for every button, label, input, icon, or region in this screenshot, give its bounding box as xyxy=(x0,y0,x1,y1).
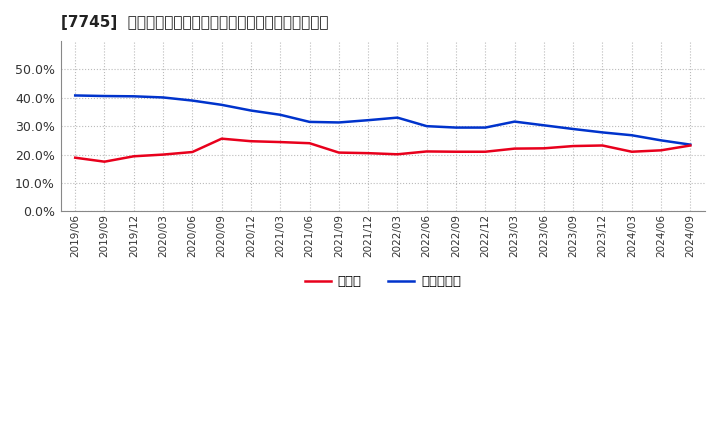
現領金 xyxy=(305,140,314,146)
現領金 xyxy=(71,155,79,160)
現領金 xyxy=(539,146,548,151)
有利子負債 xyxy=(335,120,343,125)
有利子負債 xyxy=(217,102,226,107)
現領金 xyxy=(335,150,343,155)
現領金 xyxy=(364,150,372,156)
有利子負債 xyxy=(598,130,607,135)
現領金 xyxy=(159,152,168,157)
有利子負債 xyxy=(159,95,168,100)
現領金 xyxy=(627,149,636,154)
現領金 xyxy=(276,139,284,145)
有利子負債 xyxy=(71,93,79,98)
現領金 xyxy=(451,149,460,154)
有利子負債 xyxy=(481,125,490,130)
Text: [7745]  現領金、有利子負債の総資産に対する比率の推移: [7745] 現領金、有利子負債の総資産に対する比率の推移 xyxy=(60,15,328,30)
有利子負債 xyxy=(627,132,636,138)
現領金 xyxy=(217,136,226,141)
現領金 xyxy=(423,149,431,154)
現領金 xyxy=(247,139,256,144)
有利子負債 xyxy=(451,125,460,130)
現領金 xyxy=(130,154,138,159)
有利子負債 xyxy=(686,142,695,147)
Legend: 現領金, 有利子負債: 現領金, 有利子負債 xyxy=(300,270,467,293)
Line: 有利子負債: 有利子負債 xyxy=(75,95,690,145)
現領金 xyxy=(657,148,665,153)
現領金 xyxy=(598,143,607,148)
有利子負債 xyxy=(188,98,197,103)
有利子負債 xyxy=(130,94,138,99)
現領金 xyxy=(510,146,519,151)
有利子負債 xyxy=(539,123,548,128)
有利子負債 xyxy=(276,112,284,117)
現領金 xyxy=(481,149,490,154)
有利子負債 xyxy=(510,119,519,124)
有利子負債 xyxy=(423,124,431,129)
有利子負債 xyxy=(569,126,577,132)
現領金 xyxy=(393,152,402,157)
現領金 xyxy=(569,143,577,149)
現領金 xyxy=(100,159,109,164)
有利子負債 xyxy=(393,115,402,120)
現領金 xyxy=(686,143,695,148)
Line: 現領金: 現領金 xyxy=(75,139,690,161)
有利子負債 xyxy=(657,138,665,143)
有利子負債 xyxy=(247,108,256,113)
有利子負債 xyxy=(100,93,109,99)
有利子負債 xyxy=(364,117,372,123)
有利子負債 xyxy=(305,119,314,125)
現領金 xyxy=(188,149,197,154)
